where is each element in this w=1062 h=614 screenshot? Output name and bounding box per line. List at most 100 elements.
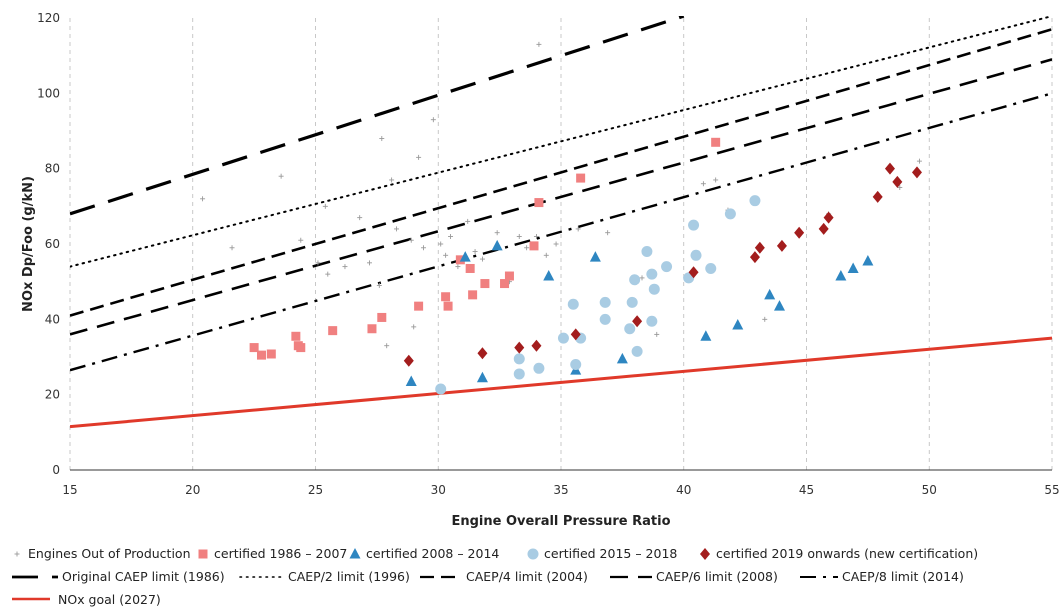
x-tick-label: 55 (1044, 483, 1059, 497)
point-plus (543, 252, 549, 258)
point-plus (639, 275, 645, 281)
point-plus (916, 158, 922, 164)
point-diamond (823, 211, 834, 224)
point-circle (705, 262, 717, 274)
legend-label: CAEP/2 limit (1996) (288, 569, 410, 584)
y-tick-label: 80 (45, 162, 60, 176)
point-plus (389, 177, 395, 183)
point-square (534, 198, 544, 208)
point-square (504, 271, 514, 281)
y-tick-label: 120 (37, 11, 60, 25)
point-plus (408, 237, 414, 243)
point-triangle (589, 251, 601, 262)
point-square (468, 290, 478, 300)
legend-label: certified 2015 – 2018 (544, 546, 677, 561)
line-long-dash (70, 16, 685, 216)
point-plus (448, 233, 454, 239)
point-circle (631, 345, 643, 357)
line-solid (70, 336, 1052, 429)
point-diamond (632, 315, 643, 328)
point-diamond (776, 239, 787, 252)
x-axis-label: Engine Overall Pressure Ratio (451, 514, 670, 529)
point-circle (626, 296, 638, 308)
point-square (266, 349, 276, 359)
point-square (256, 350, 266, 360)
y-tick-label: 100 (37, 86, 60, 100)
point-triangle (700, 330, 712, 341)
line-medium-dash (70, 58, 1052, 336)
point-triangle (847, 262, 859, 273)
line-dotted (70, 16, 1052, 268)
point-plus (494, 230, 500, 236)
legend-marker-square (198, 549, 208, 559)
point-circle (513, 353, 525, 365)
point-circle (688, 219, 700, 231)
point-plus (322, 203, 328, 209)
point-plus (421, 245, 427, 251)
point-plus (524, 245, 530, 251)
point-square (414, 301, 424, 311)
point-diamond (531, 339, 542, 352)
point-plus (315, 260, 321, 266)
y-tick-label: 0 (52, 463, 60, 477)
point-plus (575, 226, 581, 232)
line-dash-dot (70, 92, 1052, 372)
point-circle (690, 249, 702, 261)
point-triangle (491, 239, 503, 251)
point-plus (298, 237, 304, 243)
point-triangle (476, 371, 488, 383)
point-triangle (764, 288, 776, 300)
point-plus (200, 196, 206, 202)
point-diamond (688, 266, 699, 279)
point-diamond (818, 222, 829, 235)
point-plus (438, 241, 444, 247)
point-diamond (884, 162, 895, 175)
point-plus (479, 256, 485, 262)
point-plus (536, 41, 542, 47)
x-tick-label: 25 (308, 483, 323, 497)
point-plus (379, 136, 385, 142)
point-square (529, 241, 539, 251)
x-tick-label: 20 (185, 483, 200, 497)
point-circle (570, 359, 582, 371)
legend-marker-triangle (349, 548, 361, 559)
point-diamond (911, 166, 922, 179)
point-circle (599, 313, 611, 325)
point-diamond (794, 226, 805, 239)
legend-marker-plus (14, 551, 20, 557)
point-square (377, 312, 387, 322)
point-diamond (872, 190, 883, 203)
y-tick-label: 40 (45, 312, 60, 326)
point-plus (430, 117, 436, 123)
point-triangle (773, 300, 785, 311)
limit-lines (70, 16, 1052, 429)
scatter-points (200, 41, 922, 395)
point-triangle (862, 254, 874, 266)
point-square (465, 263, 475, 273)
point-square (249, 343, 259, 353)
point-square (480, 279, 490, 289)
point-plus (384, 343, 390, 349)
point-triangle (459, 251, 471, 262)
point-circle (533, 362, 545, 374)
point-plus (278, 173, 284, 179)
point-square (441, 292, 451, 302)
line-dash (70, 28, 1052, 317)
legend-label: certified 2019 onwards (new certificatio… (716, 546, 978, 561)
point-diamond (892, 175, 903, 188)
point-circle (749, 195, 761, 207)
point-triangle (835, 270, 847, 281)
point-diamond (403, 354, 414, 367)
point-plus (605, 230, 611, 236)
point-square (291, 331, 301, 341)
y-tick-label: 20 (45, 388, 60, 402)
point-plus (762, 316, 768, 322)
point-circle (661, 261, 673, 273)
legend-label: certified 2008 – 2014 (366, 546, 499, 561)
legend-label: NOx goal (2027) (58, 592, 161, 607)
point-circle (624, 323, 636, 335)
point-square (328, 326, 338, 336)
point-triangle (543, 270, 555, 281)
point-circle (648, 283, 660, 295)
